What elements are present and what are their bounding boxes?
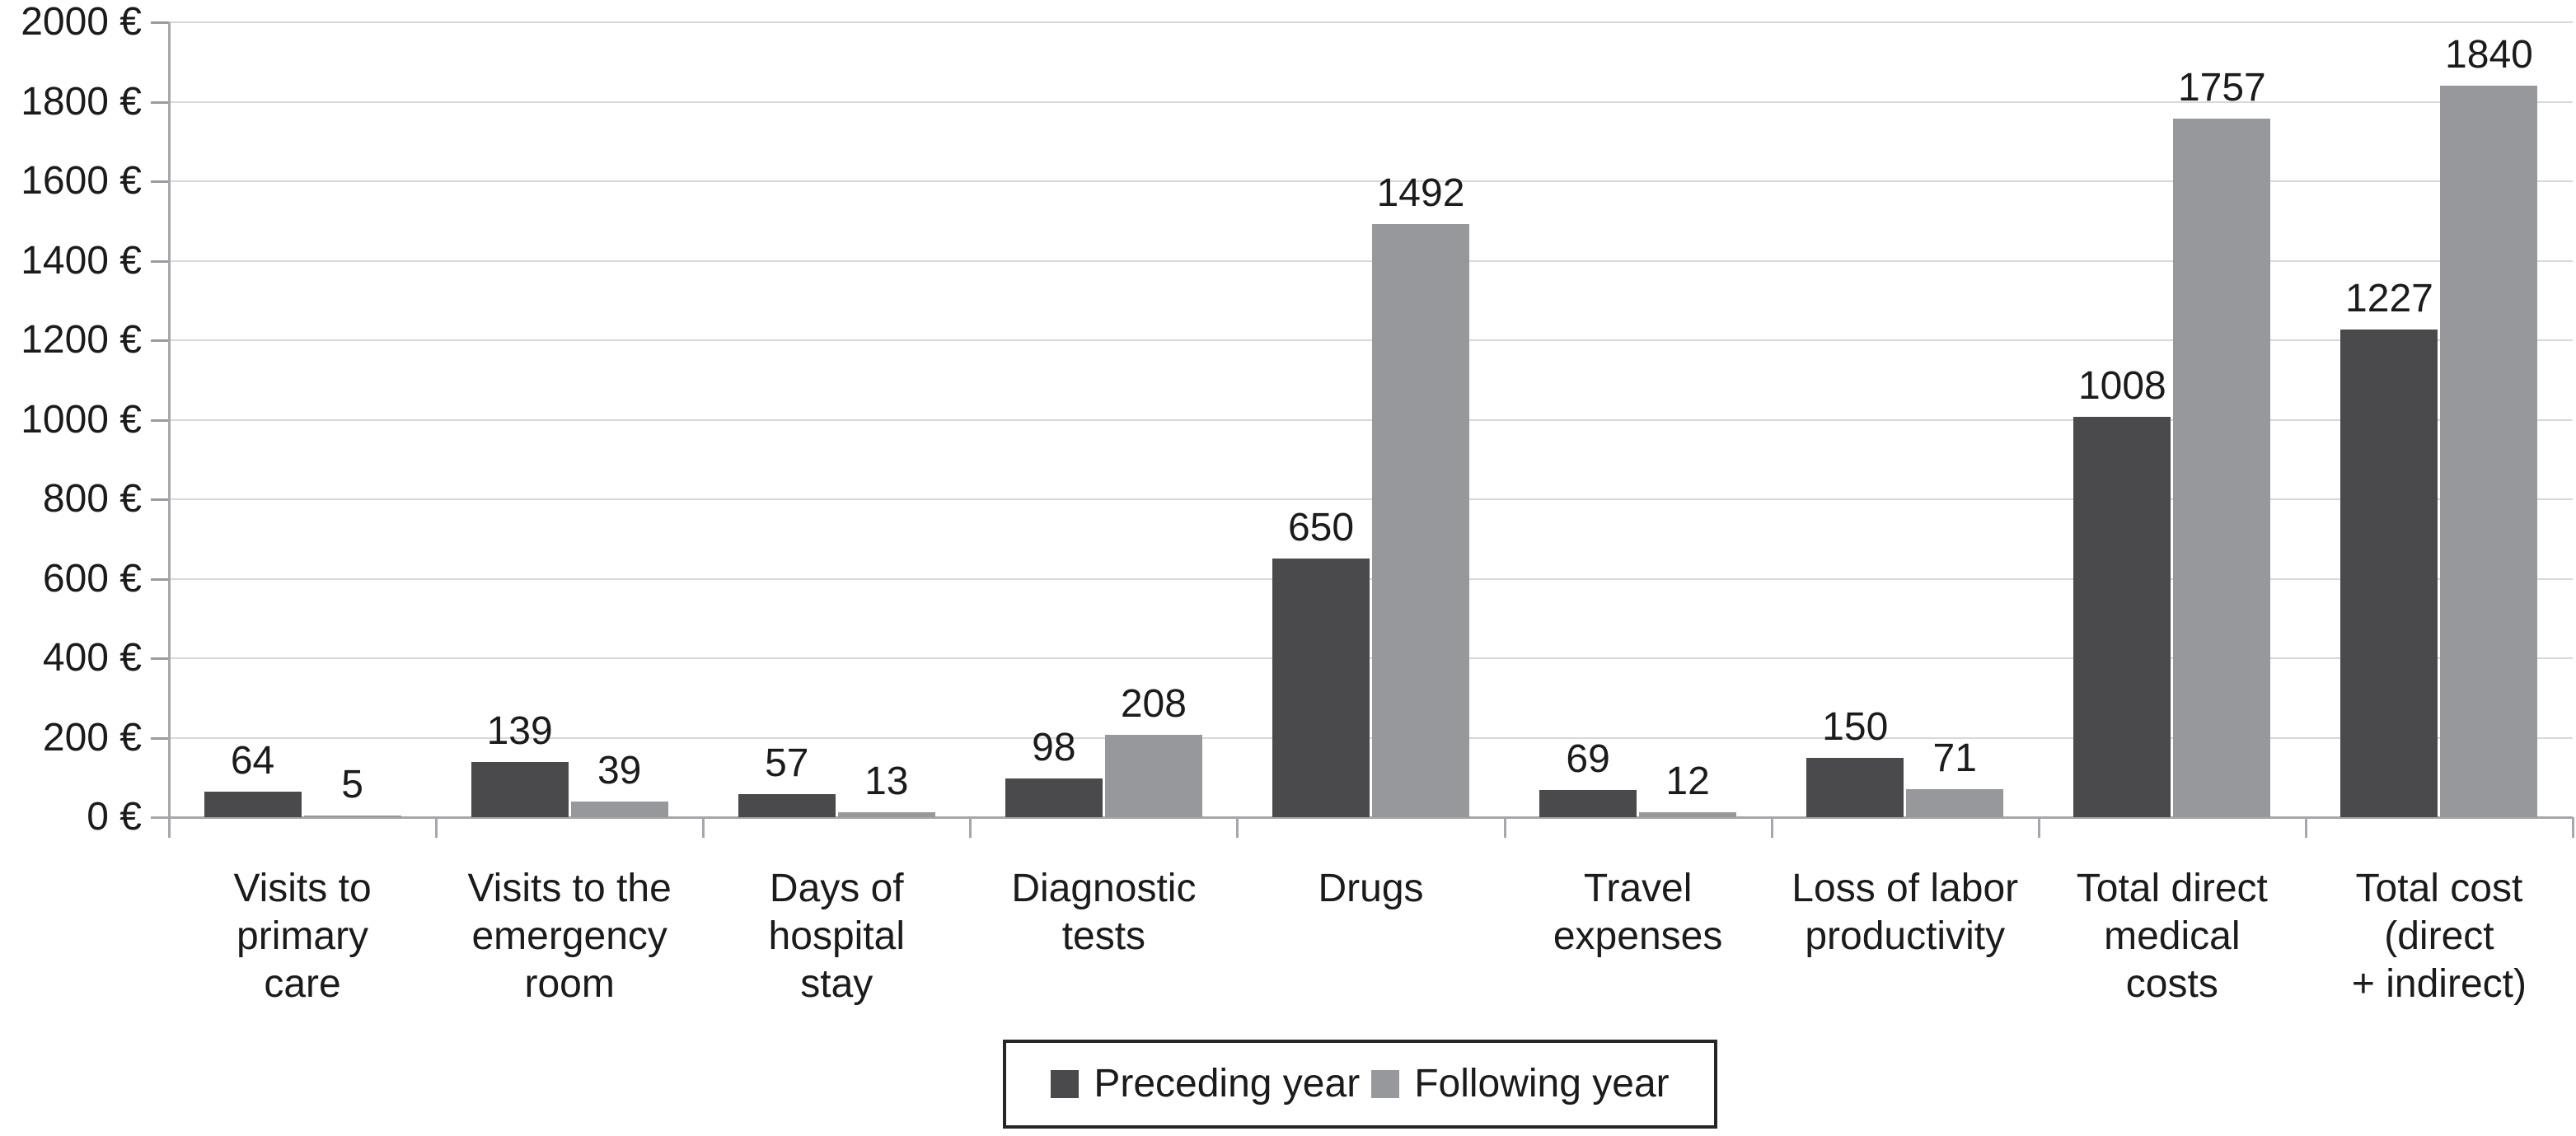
x-axis-line — [151, 816, 2573, 819]
bar-value-label: 12 — [1665, 760, 1710, 804]
h-gridline — [169, 21, 2573, 23]
y-axis-label: 1400 € — [21, 238, 142, 283]
y-axis-tick — [151, 577, 169, 581]
h-gridline — [169, 339, 2573, 341]
y-axis-label: 800 € — [42, 477, 142, 521]
bar-following-year — [2440, 86, 2538, 817]
bar-following-year — [1639, 812, 1737, 817]
bar-preceding-year — [1806, 757, 1904, 817]
legend-label: Preceding year — [1094, 1062, 1361, 1106]
x-axis-tick — [2572, 817, 2574, 838]
legend-item-preceding-year: Preceding year — [1051, 1064, 1360, 1104]
bar-preceding-year — [738, 794, 836, 817]
y-axis-label: 600 € — [42, 556, 142, 601]
x-axis-tick — [168, 817, 171, 838]
y-axis-label: 1800 € — [21, 79, 142, 124]
legend-item-following-year: Following year — [1371, 1062, 1670, 1106]
y-axis-label: 1000 € — [21, 397, 142, 442]
legend-label: Following year — [1414, 1062, 1670, 1106]
bar-preceding-year — [204, 792, 302, 817]
x-axis-tick — [2304, 817, 2307, 838]
x-axis-tick — [435, 817, 438, 838]
h-gridline — [169, 180, 2573, 182]
bar-value-label: 1840 — [2445, 33, 2533, 77]
bar-value-label: 1757 — [2177, 66, 2266, 110]
y-axis-tick — [151, 736, 169, 740]
h-gridline — [169, 101, 2573, 103]
bar-value-label: 64 — [230, 739, 275, 783]
y-axis-label: 2000 € — [21, 0, 142, 44]
y-axis-line — [168, 22, 171, 834]
bar-value-label: 57 — [765, 741, 809, 786]
bar-preceding-year — [471, 761, 569, 817]
h-gridline — [169, 418, 2573, 421]
bar-value-label: 39 — [597, 749, 642, 793]
y-axis-label: 1200 € — [21, 318, 142, 362]
bar-value-label: 208 — [1120, 681, 1187, 726]
bar-following-year — [837, 811, 935, 817]
bar-following-year — [1372, 224, 1469, 817]
bar-following-year — [303, 815, 401, 817]
y-axis-tick — [151, 21, 169, 24]
category-label: Drugs — [1318, 867, 1424, 910]
y-axis-tick — [151, 498, 169, 501]
category-label: Total direct medical costs — [2076, 867, 2268, 1006]
bar-following-year — [2173, 119, 2271, 817]
legend-swatch-preceding-year — [1051, 1070, 1080, 1098]
bar-preceding-year — [1539, 789, 1637, 817]
x-axis-tick — [1236, 817, 1239, 838]
y-axis-label: 200 € — [42, 715, 142, 760]
y-axis-tick — [151, 339, 169, 342]
h-gridline — [169, 498, 2573, 500]
bar-value-label: 139 — [486, 708, 553, 753]
bar-following-year — [1104, 734, 1202, 817]
bar-value-label: 71 — [1932, 736, 1977, 780]
y-axis-label: 1600 € — [21, 159, 142, 203]
category-label: Travel expenses — [1553, 867, 1723, 958]
h-gridline — [169, 259, 2573, 262]
bar-value-label: 69 — [1566, 736, 1610, 781]
y-axis-label: 400 € — [42, 636, 142, 680]
y-axis-tick — [151, 418, 169, 422]
category-label: Loss of labor productivity — [1791, 867, 2019, 958]
category-label: Days of hospital stay — [768, 867, 905, 1006]
bar-value-label: 98 — [1032, 725, 1076, 769]
bar-following-year — [570, 802, 668, 817]
h-gridline — [169, 657, 2573, 659]
x-axis-tick — [702, 817, 705, 838]
bar-value-label: 650 — [1287, 506, 1355, 550]
category-label: Total cost (direct + indirect) — [2351, 867, 2527, 1006]
category-label: Visits to primary care — [233, 867, 372, 1006]
bar-preceding-year — [1272, 559, 1370, 817]
x-axis-tick — [1503, 817, 1506, 838]
legend-swatch-following-year — [1371, 1070, 1400, 1098]
y-axis-tick — [151, 259, 169, 263]
bar-value-label: 1227 — [2345, 276, 2433, 320]
bar-preceding-year — [2073, 416, 2171, 817]
bar-preceding-year — [1005, 778, 1103, 817]
y-axis-tick — [151, 101, 169, 104]
y-axis-tick — [151, 180, 169, 183]
y-axis-tick — [151, 657, 169, 660]
x-axis-tick — [969, 817, 972, 838]
y-axis-label: 0 € — [87, 795, 142, 839]
category-label: Diagnostic tests — [1011, 867, 1197, 958]
bar-value-label: 1008 — [2077, 363, 2166, 408]
legend-box: Preceding year Following year — [1003, 1040, 1717, 1129]
bar-value-label: 13 — [864, 759, 909, 803]
category-label: Visits to the emergency room — [467, 867, 672, 1006]
h-gridline — [169, 736, 2573, 739]
bar-value-label: 1492 — [1376, 171, 1465, 216]
x-axis-tick — [2037, 817, 2040, 838]
bar-value-label: 5 — [341, 762, 363, 806]
bar-value-label: 150 — [1822, 704, 1889, 749]
bar-following-year — [1906, 788, 2004, 817]
h-gridline — [169, 577, 2573, 580]
x-axis-tick — [1770, 817, 1773, 838]
bar-preceding-year — [2340, 329, 2438, 817]
